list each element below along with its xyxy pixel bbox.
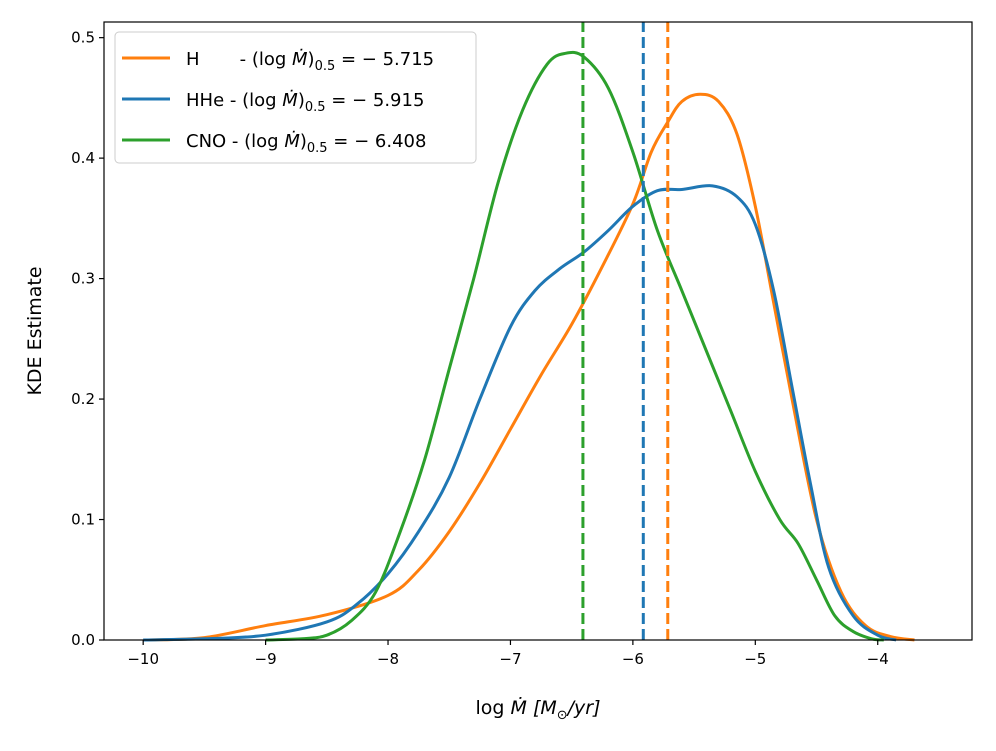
x-tick-label: −8 (377, 650, 399, 668)
x-tick-label: −7 (499, 650, 521, 668)
legend-box (114, 31, 477, 164)
x-tick-label: −9 (255, 650, 277, 668)
x-tick-label: −6 (622, 650, 644, 668)
y-tick-label: 0.3 (71, 270, 95, 288)
median-lines (581, 22, 670, 640)
y-tick-label: 0.4 (71, 149, 95, 167)
x-axis-label: log Ṁ [M⊙/yr] (475, 696, 600, 723)
kde-line-cno (265, 50, 884, 642)
y-axis-label: KDE Estimate (24, 266, 46, 395)
kde-line-hhe (143, 184, 897, 642)
legend-item-h: H - (log Ṁ)0.5 = − 5.715 (122, 49, 434, 74)
x-axis: −10 −9 −8 −7 −6 −5 −4 (127, 640, 889, 668)
legend-item-cno: CNO - (log Ṁ)0.5 = − 6.408 (122, 131, 426, 156)
legend-label: CNO - (log Ṁ)0.5 = − 6.408 (186, 131, 426, 156)
y-tick-label: 0.5 (71, 29, 95, 47)
legend-label: H - (log Ṁ)0.5 = − 5.715 (186, 49, 434, 74)
kde-line-h (149, 92, 915, 642)
y-axis: 0.0 0.1 0.2 0.3 0.4 0.5 (71, 29, 104, 649)
legend: H - (log Ṁ)0.5 = − 5.715 HHe - (log Ṁ)0.5… (114, 31, 477, 164)
plot-lines (143, 50, 915, 642)
y-tick-label: 0.1 (71, 511, 95, 529)
legend-label: HHe - (log Ṁ)0.5 = − 5.915 (186, 90, 424, 115)
y-tick-label: 0.0 (71, 631, 95, 649)
legend-item-hhe: HHe - (log Ṁ)0.5 = − 5.915 (122, 90, 424, 115)
y-tick-label: 0.2 (71, 390, 95, 408)
x-tick-label: −10 (127, 650, 159, 668)
axes-frame (103, 21, 973, 641)
x-tick-label: −5 (744, 650, 766, 668)
x-tick-label: −4 (867, 650, 889, 668)
